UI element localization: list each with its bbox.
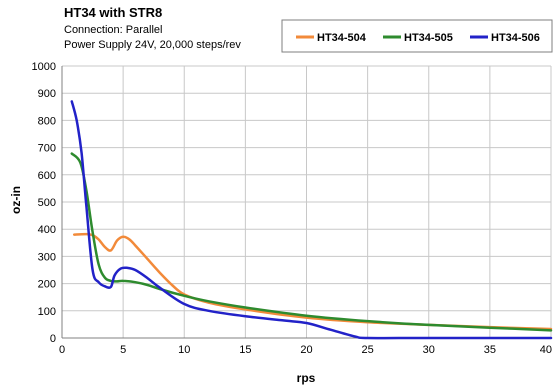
x-tick-label: 20 [300,344,312,356]
legend: HT34-504 HT34-505 HT34-506 [281,19,553,53]
y-tick-label: 200 [38,279,56,291]
legend-label-ht34-506: HT34-506 [491,32,540,44]
y-tick-label: 1000 [32,61,56,73]
series-line-ht34-506 [70,100,553,340]
y-tick-label: 500 [38,197,56,209]
y-tick-labels: 0 100 200 300 400 500 600 700 800 900 1000 [32,61,56,345]
x-tick-label: 10 [178,344,190,356]
x-tick-label: 5 [120,344,126,356]
chart-subtitle-line-2: Power Supply 24V, 20,000 steps/rev [64,39,241,51]
x-tick-label: 35 [484,344,496,356]
y-axis-label: oz-in [9,186,23,214]
x-tick-label: 30 [423,344,435,356]
x-tick-label: 40 [540,344,552,356]
y-tick-label: 400 [38,224,56,236]
x-tick-label: 0 [59,344,65,356]
y-tick-label: 0 [50,333,56,345]
series-line-ht34-505 [70,152,553,332]
legend-label-ht34-504: HT34-504 [317,32,367,44]
gridlines [62,65,552,338]
x-axis-label: rps [297,371,316,385]
y-tick-label: 100 [38,306,56,318]
chart-title: HT34 with STR8 [64,5,162,20]
y-tick-label: 300 [38,251,56,263]
y-tick-label: 900 [38,88,56,100]
legend-label-ht34-505: HT34-505 [404,32,453,44]
legend-box [281,19,553,53]
series-line-ht34-504 [72,232,553,331]
chart-subtitle-line-1: Connection: Parallel [64,24,162,36]
y-tick-label: 800 [38,115,56,127]
x-tick-label: 25 [362,344,374,356]
y-tick-label: 600 [38,170,56,182]
y-tick-label: 700 [38,143,56,155]
series-lines [70,100,553,340]
x-tick-labels: 0 5 10 15 20 25 30 35 40 [59,344,552,356]
x-tick-label: 15 [239,344,251,356]
